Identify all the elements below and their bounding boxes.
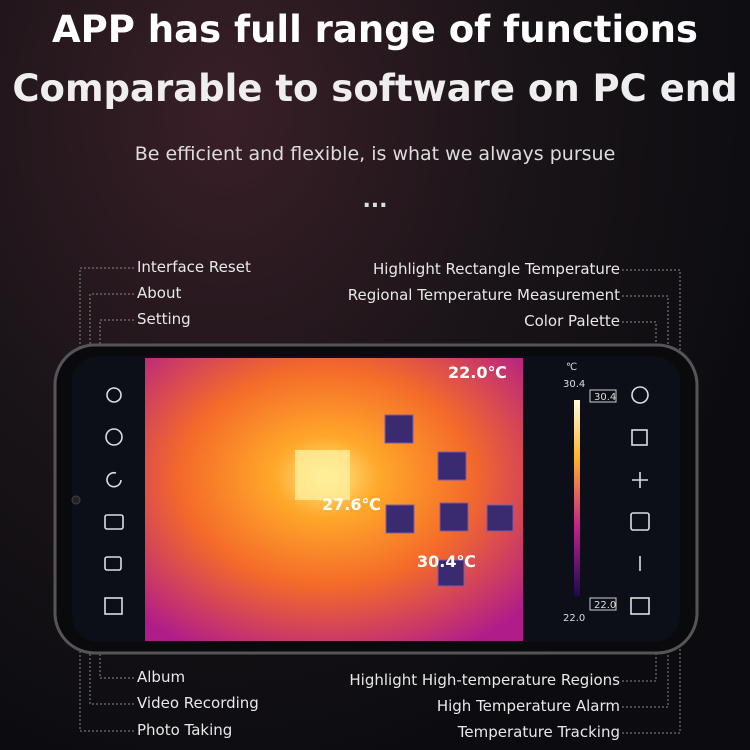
hot-spot (295, 450, 350, 500)
scale-min: 22.0 (563, 613, 585, 624)
callout-label: Color Palette (524, 312, 620, 330)
album-icon[interactable] (104, 597, 123, 615)
callout-label: Temperature Tracking (457, 723, 620, 741)
callout-line (622, 522, 681, 734)
callout-label: Highlight Rectangle Temperature (373, 260, 620, 278)
marker-label: 27.6℃ (322, 495, 381, 514)
chip (384, 414, 414, 444)
subtitle: Be efficient and flexible, is what we al… (134, 143, 616, 165)
chip (437, 451, 467, 481)
region-icon[interactable] (630, 512, 650, 531)
callout-label: High Temperature Alarm (436, 697, 620, 715)
color-bar (574, 400, 580, 596)
ellipsis: ... (362, 188, 388, 213)
chip (437, 559, 465, 587)
icons (104, 386, 650, 615)
scale-unit: ℃ (566, 362, 577, 373)
scale-min-box: 22.0 (594, 600, 616, 611)
callout-line (89, 293, 134, 437)
video-icon[interactable] (104, 556, 122, 571)
scale-max-box: 30.4 (594, 392, 616, 403)
title-line: Comparable to software on PC end (12, 67, 738, 110)
setting-icon[interactable] (106, 387, 122, 403)
chip (486, 504, 514, 532)
tracking-icon[interactable] (632, 472, 648, 488)
callout-label: About (137, 284, 182, 302)
chip (439, 502, 469, 532)
callout-line (622, 321, 657, 395)
callout-label: Interface Reset (137, 258, 251, 276)
camera (71, 495, 81, 505)
about-icon[interactable] (105, 428, 123, 446)
title-line: APP has full range of functions (52, 8, 698, 51)
chip (385, 504, 415, 534)
photo-icon[interactable] (104, 514, 124, 530)
callout-line (79, 267, 134, 395)
palette-icon[interactable] (631, 386, 649, 404)
chips (384, 414, 514, 587)
callout-label: Photo Taking (137, 721, 233, 739)
max-box (589, 389, 617, 403)
callout-label: Album (137, 668, 186, 686)
high-region-icon[interactable] (630, 597, 650, 615)
callout-label: Highlight High-temperature Regions (349, 671, 620, 689)
reset-icon[interactable] (106, 471, 122, 488)
min-box (589, 597, 617, 611)
callout-label: Setting (137, 310, 191, 328)
marker-label: 22.0℃ (448, 363, 507, 382)
callout-label: Video Recording (137, 694, 259, 712)
rect-temp-icon[interactable] (631, 429, 648, 446)
marker-label: 30.4℃ (417, 552, 476, 571)
callout-label: Regional Temperature Measurement (347, 286, 620, 304)
scale-max: 30.4 (563, 379, 585, 390)
